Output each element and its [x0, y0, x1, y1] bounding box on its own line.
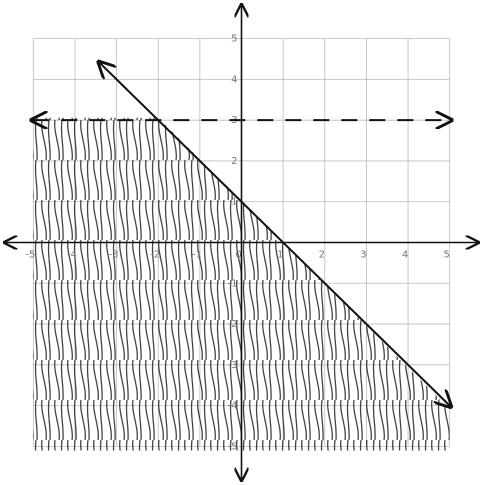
x-tick-label: 5	[444, 250, 450, 261]
lines	[33, 63, 449, 406]
y-tick-label: 4	[231, 74, 237, 85]
x-tick-label: -5	[25, 250, 35, 261]
y-tick-label: 1	[231, 197, 237, 208]
x-tick-label: -3	[109, 250, 119, 261]
y-tick-label: -5	[228, 441, 238, 452]
y-tick-label: -2	[228, 319, 238, 330]
y-tick-label: 5	[231, 34, 237, 45]
y-tick-label: -1	[228, 278, 238, 289]
x-tick-label: 3	[360, 250, 366, 261]
y-tick-label: 2	[231, 156, 237, 167]
x-tick-label: -2	[150, 250, 160, 261]
x-tick-label: 4	[402, 250, 408, 261]
x-tick-label: 1	[277, 250, 283, 261]
x-tick-label: -1	[192, 250, 202, 261]
y-tick-label: -4	[228, 401, 238, 412]
x-tick-label: -4	[67, 250, 77, 261]
y-tick-label: -3	[228, 360, 238, 371]
x-tick-label: 2	[319, 250, 325, 261]
